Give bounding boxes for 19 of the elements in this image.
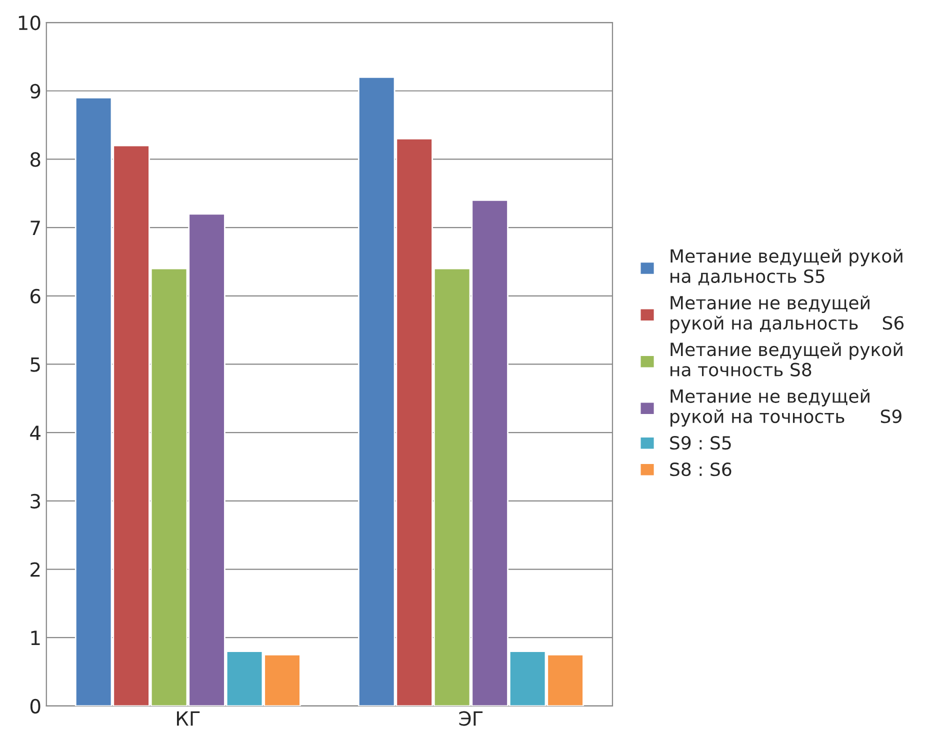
y-tick-label: 9	[30, 84, 40, 99]
y-tick-label: 5	[30, 357, 40, 372]
legend-label: Метание не ведущей рукой на точность S9	[670, 389, 902, 427]
legend-label: S8 : S6	[670, 462, 732, 476]
y-tick-label: 7	[30, 220, 40, 235]
x-tick-label: КГ	[176, 711, 200, 726]
legend-label: Метание ведущей рукой на дальность S5	[670, 248, 902, 286]
x-tick-label: ЭГ	[459, 711, 483, 726]
legend-label: Метание ведущей рукой на точность S8	[670, 342, 902, 376]
y-tick-label: 0	[30, 698, 40, 714]
legend-label: Метание не ведущей рукой на дальность S6	[670, 296, 904, 334]
legend-label: S9 : S5	[670, 436, 731, 450]
y-tick-label: 3	[30, 494, 40, 509]
y-tick-label: 4	[30, 426, 40, 440]
y-tick-label: 6	[30, 288, 40, 304]
y-tick-label: 8	[30, 152, 40, 167]
y-tick-label: 10	[18, 15, 40, 30]
y-tick-label: 2	[30, 562, 40, 577]
y-tick-label: 1	[31, 630, 40, 645]
